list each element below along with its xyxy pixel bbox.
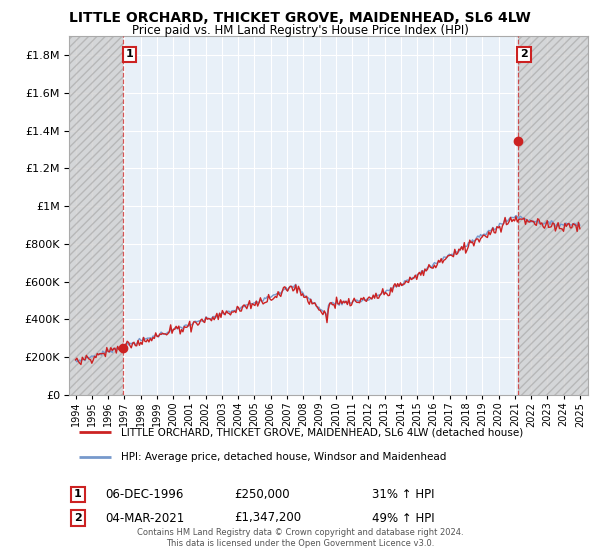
- Text: Contains HM Land Registry data © Crown copyright and database right 2024.
This d: Contains HM Land Registry data © Crown c…: [137, 528, 463, 548]
- Text: HPI: Average price, detached house, Windsor and Maidenhead: HPI: Average price, detached house, Wind…: [121, 452, 446, 462]
- Bar: [69, 36, 123, 395]
- Text: 06-DEC-1996: 06-DEC-1996: [105, 488, 184, 501]
- Text: £250,000: £250,000: [234, 488, 290, 501]
- Text: Price paid vs. HM Land Registry's House Price Index (HPI): Price paid vs. HM Land Registry's House …: [131, 24, 469, 36]
- Text: 2: 2: [74, 513, 82, 523]
- Text: 2: 2: [520, 49, 528, 59]
- Text: 1: 1: [125, 49, 133, 59]
- Text: LITTLE ORCHARD, THICKET GROVE, MAIDENHEAD, SL6 4LW (detached house): LITTLE ORCHARD, THICKET GROVE, MAIDENHEA…: [121, 427, 523, 437]
- Text: £1,347,200: £1,347,200: [234, 511, 301, 525]
- Text: 31% ↑ HPI: 31% ↑ HPI: [372, 488, 434, 501]
- Text: 49% ↑ HPI: 49% ↑ HPI: [372, 511, 434, 525]
- Bar: [518, 36, 588, 395]
- Text: 04-MAR-2021: 04-MAR-2021: [105, 511, 184, 525]
- Text: 1: 1: [74, 489, 82, 500]
- Text: LITTLE ORCHARD, THICKET GROVE, MAIDENHEAD, SL6 4LW: LITTLE ORCHARD, THICKET GROVE, MAIDENHEA…: [69, 11, 531, 25]
